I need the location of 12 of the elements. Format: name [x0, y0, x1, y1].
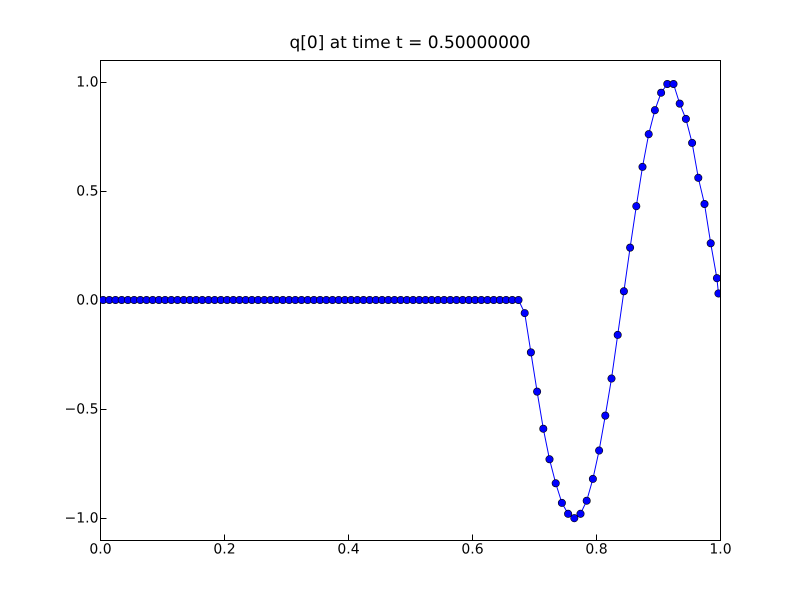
y-tick-label: −0.5 [64, 402, 98, 418]
x-tick-label: 0.8 [585, 542, 608, 558]
x-tick-label: 0.6 [461, 542, 484, 558]
x-tick-label: 0.2 [213, 542, 236, 558]
x-tick-label: 0.4 [337, 542, 360, 558]
y-tick-label: 0.0 [76, 292, 98, 308]
y-tick-label: 1.0 [76, 74, 98, 90]
y-tick-label: −1.0 [64, 510, 98, 527]
y-tick-label: 0.5 [76, 183, 98, 200]
x-tick-label: 1.0 [709, 542, 732, 558]
x-tick-label: 0.0 [89, 542, 112, 558]
chart-title: q[0] at time t = 0.50000000 [289, 33, 531, 53]
